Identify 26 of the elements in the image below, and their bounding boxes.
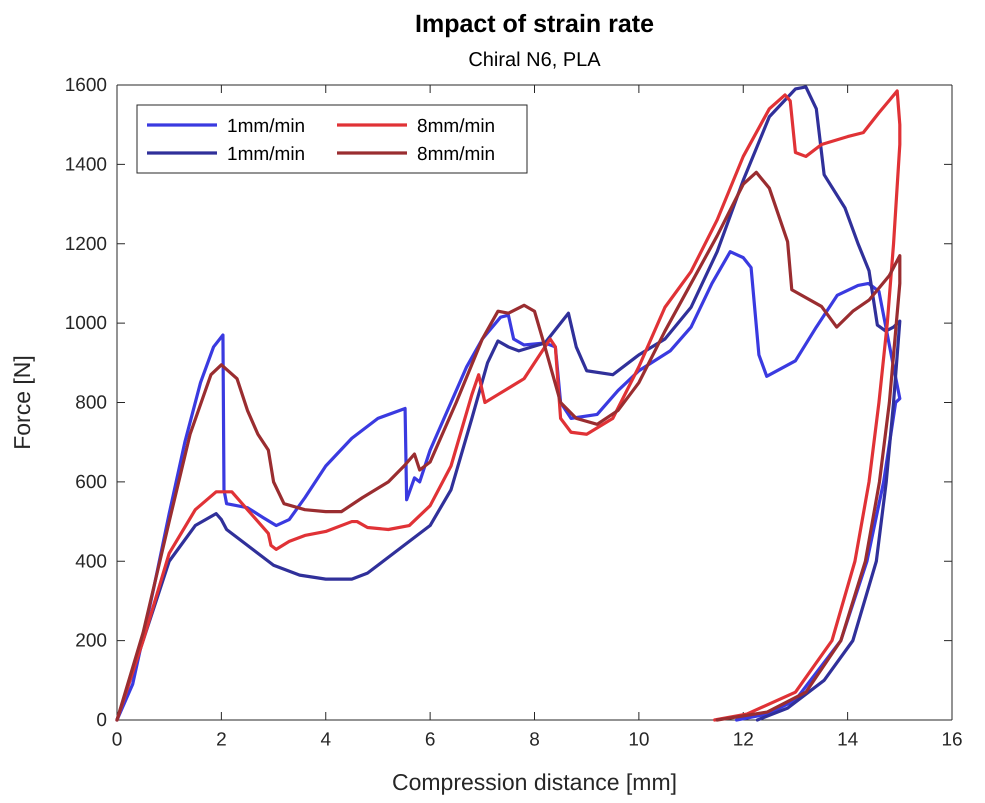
legend-label: 1mm/min <box>227 116 306 137</box>
x-tick-label: 16 <box>941 729 963 750</box>
x-tick-label: 8 <box>529 729 540 750</box>
x-tick-label: 6 <box>424 729 436 750</box>
y-tick-label: 400 <box>75 551 107 572</box>
x-tick-label: 14 <box>837 729 859 750</box>
x-tick-label: 0 <box>112 729 122 750</box>
chart-subtitle: Chiral N6, PLA <box>468 49 602 71</box>
chart-title: Impact of strain rate <box>415 10 654 38</box>
x-tick-label: 10 <box>628 729 650 750</box>
y-tick-label: 600 <box>75 472 107 493</box>
y-tick-label: 1000 <box>64 313 107 334</box>
y-tick-label: 1400 <box>64 154 107 176</box>
legend-label: 8mm/min <box>417 116 496 137</box>
y-axis-title: Force [N] <box>9 355 35 450</box>
x-tick-label: 4 <box>320 729 332 750</box>
y-tick-label: 1200 <box>64 234 107 255</box>
y-tick-label: 0 <box>96 710 107 732</box>
y-tick-label: 1600 <box>64 75 107 96</box>
x-axis-title: Compression distance [mm] <box>392 769 678 795</box>
x-tick-label: 12 <box>732 729 754 750</box>
y-tick-label: 800 <box>75 392 107 414</box>
legend-label: 8mm/min <box>417 144 496 165</box>
y-tick-label: 200 <box>75 630 107 652</box>
x-tick-label: 2 <box>216 729 227 750</box>
legend-label: 1mm/min <box>227 144 306 165</box>
